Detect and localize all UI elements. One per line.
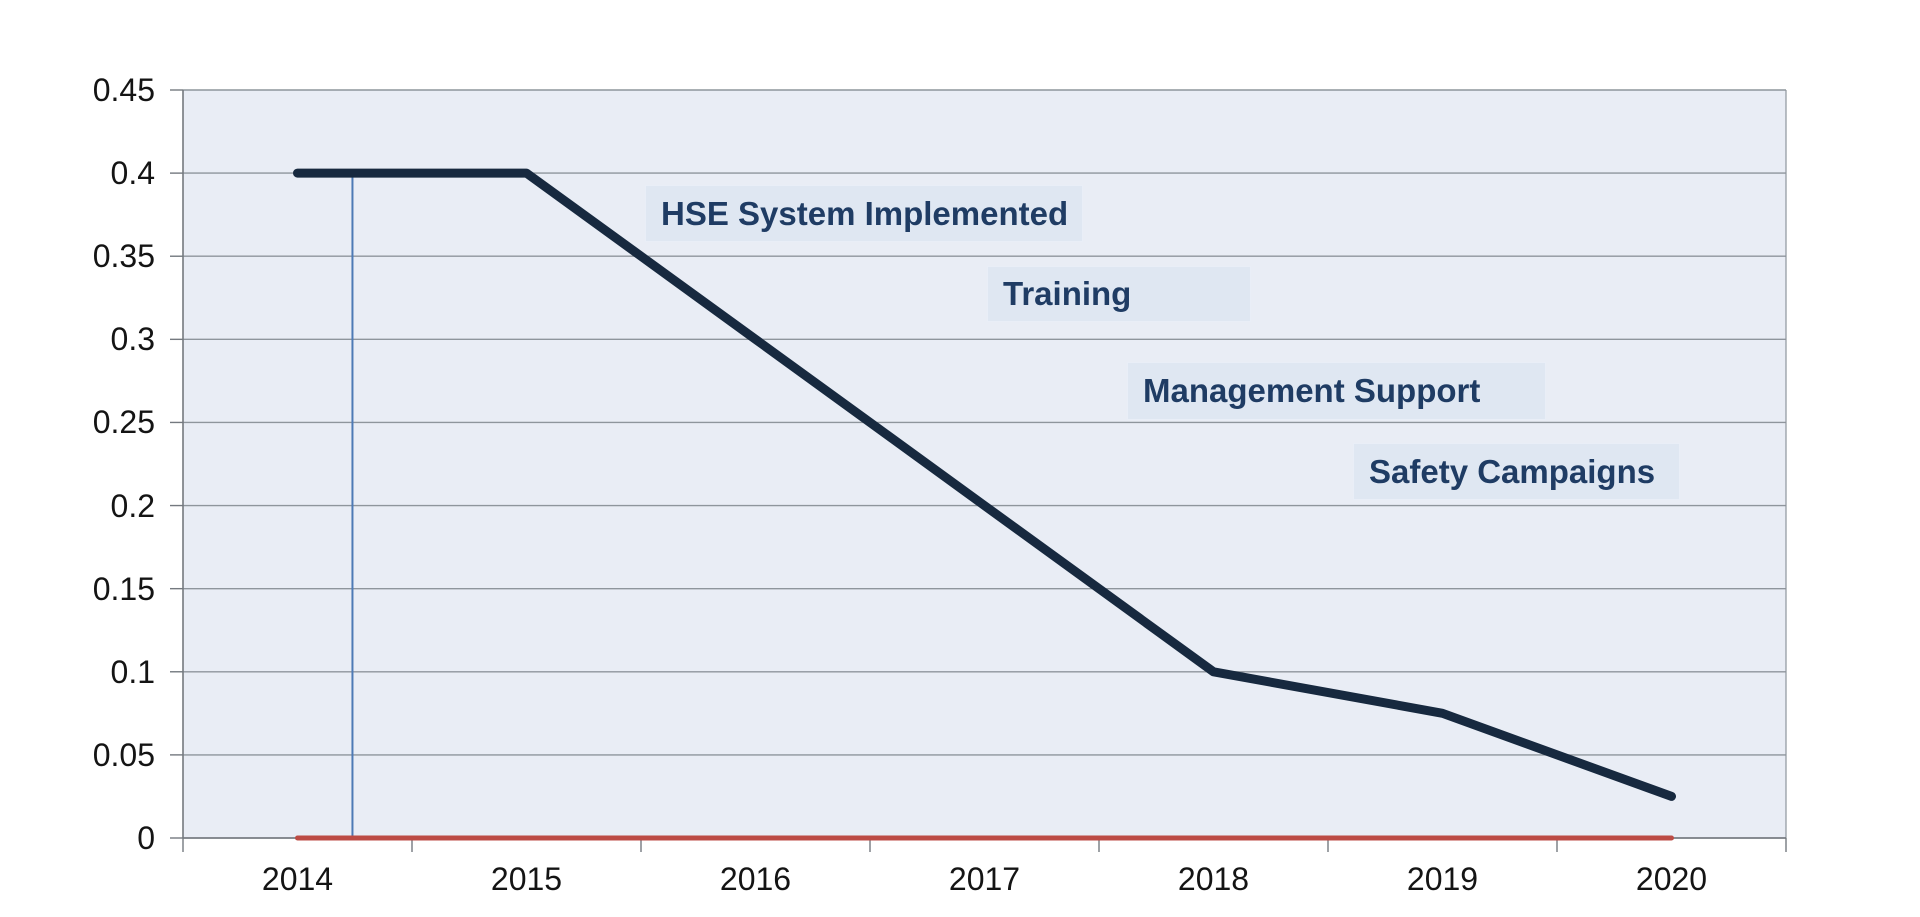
annotation-box: HSE System Implemented [645, 185, 1083, 242]
incident-rate-line [293, 168, 1676, 801]
annotation-label: Training [1003, 275, 1132, 312]
annotation-label: Safety Campaigns [1369, 452, 1656, 490]
y-axis-label: 0.2 [110, 487, 155, 524]
x-axis-label: 2017 [948, 861, 1021, 897]
x-axis-label: 2020 [1635, 861, 1708, 897]
y-axis-label: 0 [137, 820, 155, 856]
y-axis-label: 0.25 [92, 404, 155, 441]
y-axis-label: 0.05 [92, 736, 155, 773]
x-axis-label: 2019 [1406, 861, 1479, 897]
x-axis-label: 2018 [1177, 861, 1250, 897]
y-axis-label: 0.35 [92, 238, 155, 275]
annotation-box: Training [987, 266, 1251, 322]
x-axis-label: 2015 [490, 861, 563, 897]
annotation-box: Safety Campaigns [1353, 443, 1680, 500]
annotation-label: HSE System Implemented [661, 194, 1069, 232]
x-axis-label: 2014 [261, 861, 334, 897]
y-axis-label: 0.15 [92, 570, 155, 607]
y-axis-label: 0.4 [110, 155, 155, 192]
y-axis-label: 0.1 [110, 653, 155, 690]
annotation-label: Management Support [1143, 372, 1481, 409]
y-axis-label: 0.45 [92, 72, 155, 108]
x-axis-label: 2016 [719, 861, 792, 897]
annotation-box: Management Support [1127, 362, 1546, 420]
y-axis-label: 0.3 [110, 321, 155, 358]
